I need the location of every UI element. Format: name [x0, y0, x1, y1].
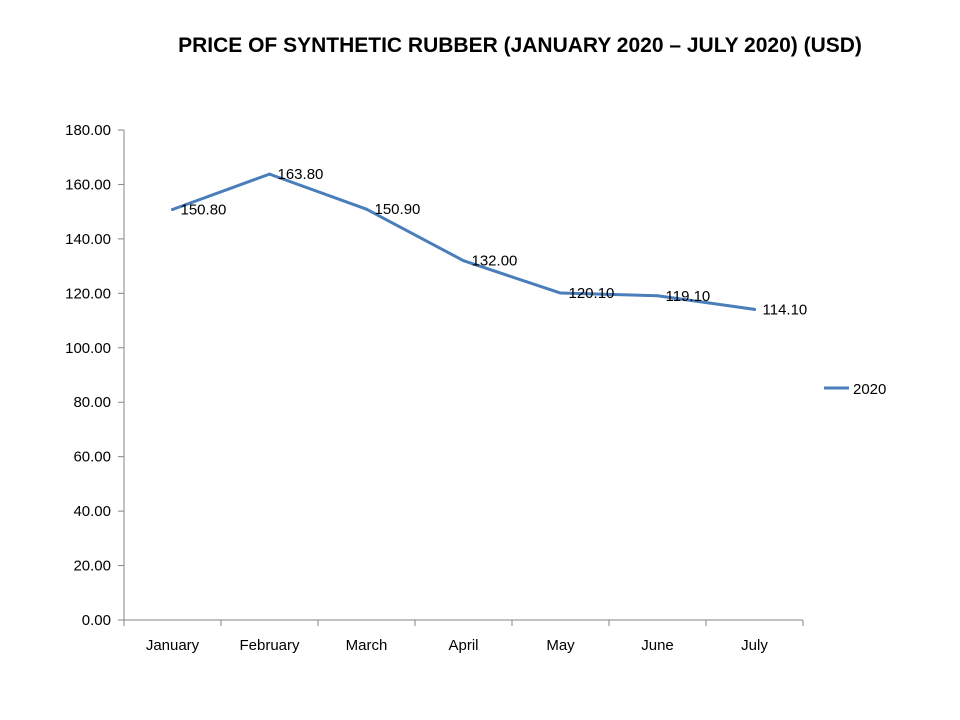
- y-tick-label: 120.00: [65, 285, 111, 302]
- x-tick-label: January: [146, 637, 200, 654]
- axes: 0.00 20.00 40.00 60.00 80.00 100.00 120.00 140.…: [65, 122, 804, 654]
- y-tick-label: 60.00: [73, 449, 111, 466]
- x-tick-label: March: [346, 637, 388, 654]
- data-labels: 150.80 163.80 150.90 132.00 120.10 119.10 114.…: [181, 166, 808, 318]
- data-label: 119.10: [666, 288, 711, 305]
- y-tick-label: 140.00: [65, 231, 111, 248]
- legend: 2020: [824, 381, 886, 398]
- data-point: [462, 259, 465, 263]
- x-tick-label: February: [239, 637, 300, 654]
- legend-label: 2020: [853, 381, 886, 398]
- data-label: 150.90: [375, 201, 421, 218]
- data-label: 114.10: [763, 301, 808, 318]
- y-tick-label: 180.00: [65, 122, 111, 139]
- y-tick-label: 160.00: [65, 176, 111, 193]
- x-tick-label: May: [546, 637, 575, 654]
- data-point: [268, 172, 271, 176]
- x-tick-label: June: [641, 637, 674, 654]
- data-point: [171, 207, 174, 211]
- data-point: [559, 291, 562, 295]
- data-point: [365, 207, 368, 211]
- data-label: 163.80: [278, 166, 324, 183]
- chart-title: PRICE OF SYNTHETIC RUBBER (JANUARY 2020 …: [178, 34, 862, 57]
- data-label: 120.10: [569, 285, 615, 302]
- series-layer: [171, 172, 756, 311]
- data-label: 132.00: [472, 253, 518, 270]
- x-tick-label: April: [448, 637, 478, 654]
- y-tick-label: 100.00: [65, 340, 111, 357]
- y-tick-label: 0.00: [82, 612, 111, 629]
- y-tick-label: 80.00: [73, 394, 111, 411]
- y-tick-label: 20.00: [73, 558, 111, 575]
- x-tick-label: July: [741, 637, 768, 654]
- data-label: 150.80: [181, 201, 227, 218]
- data-point: [753, 307, 756, 311]
- y-tick-label: 40.00: [73, 503, 111, 520]
- data-point: [656, 294, 659, 298]
